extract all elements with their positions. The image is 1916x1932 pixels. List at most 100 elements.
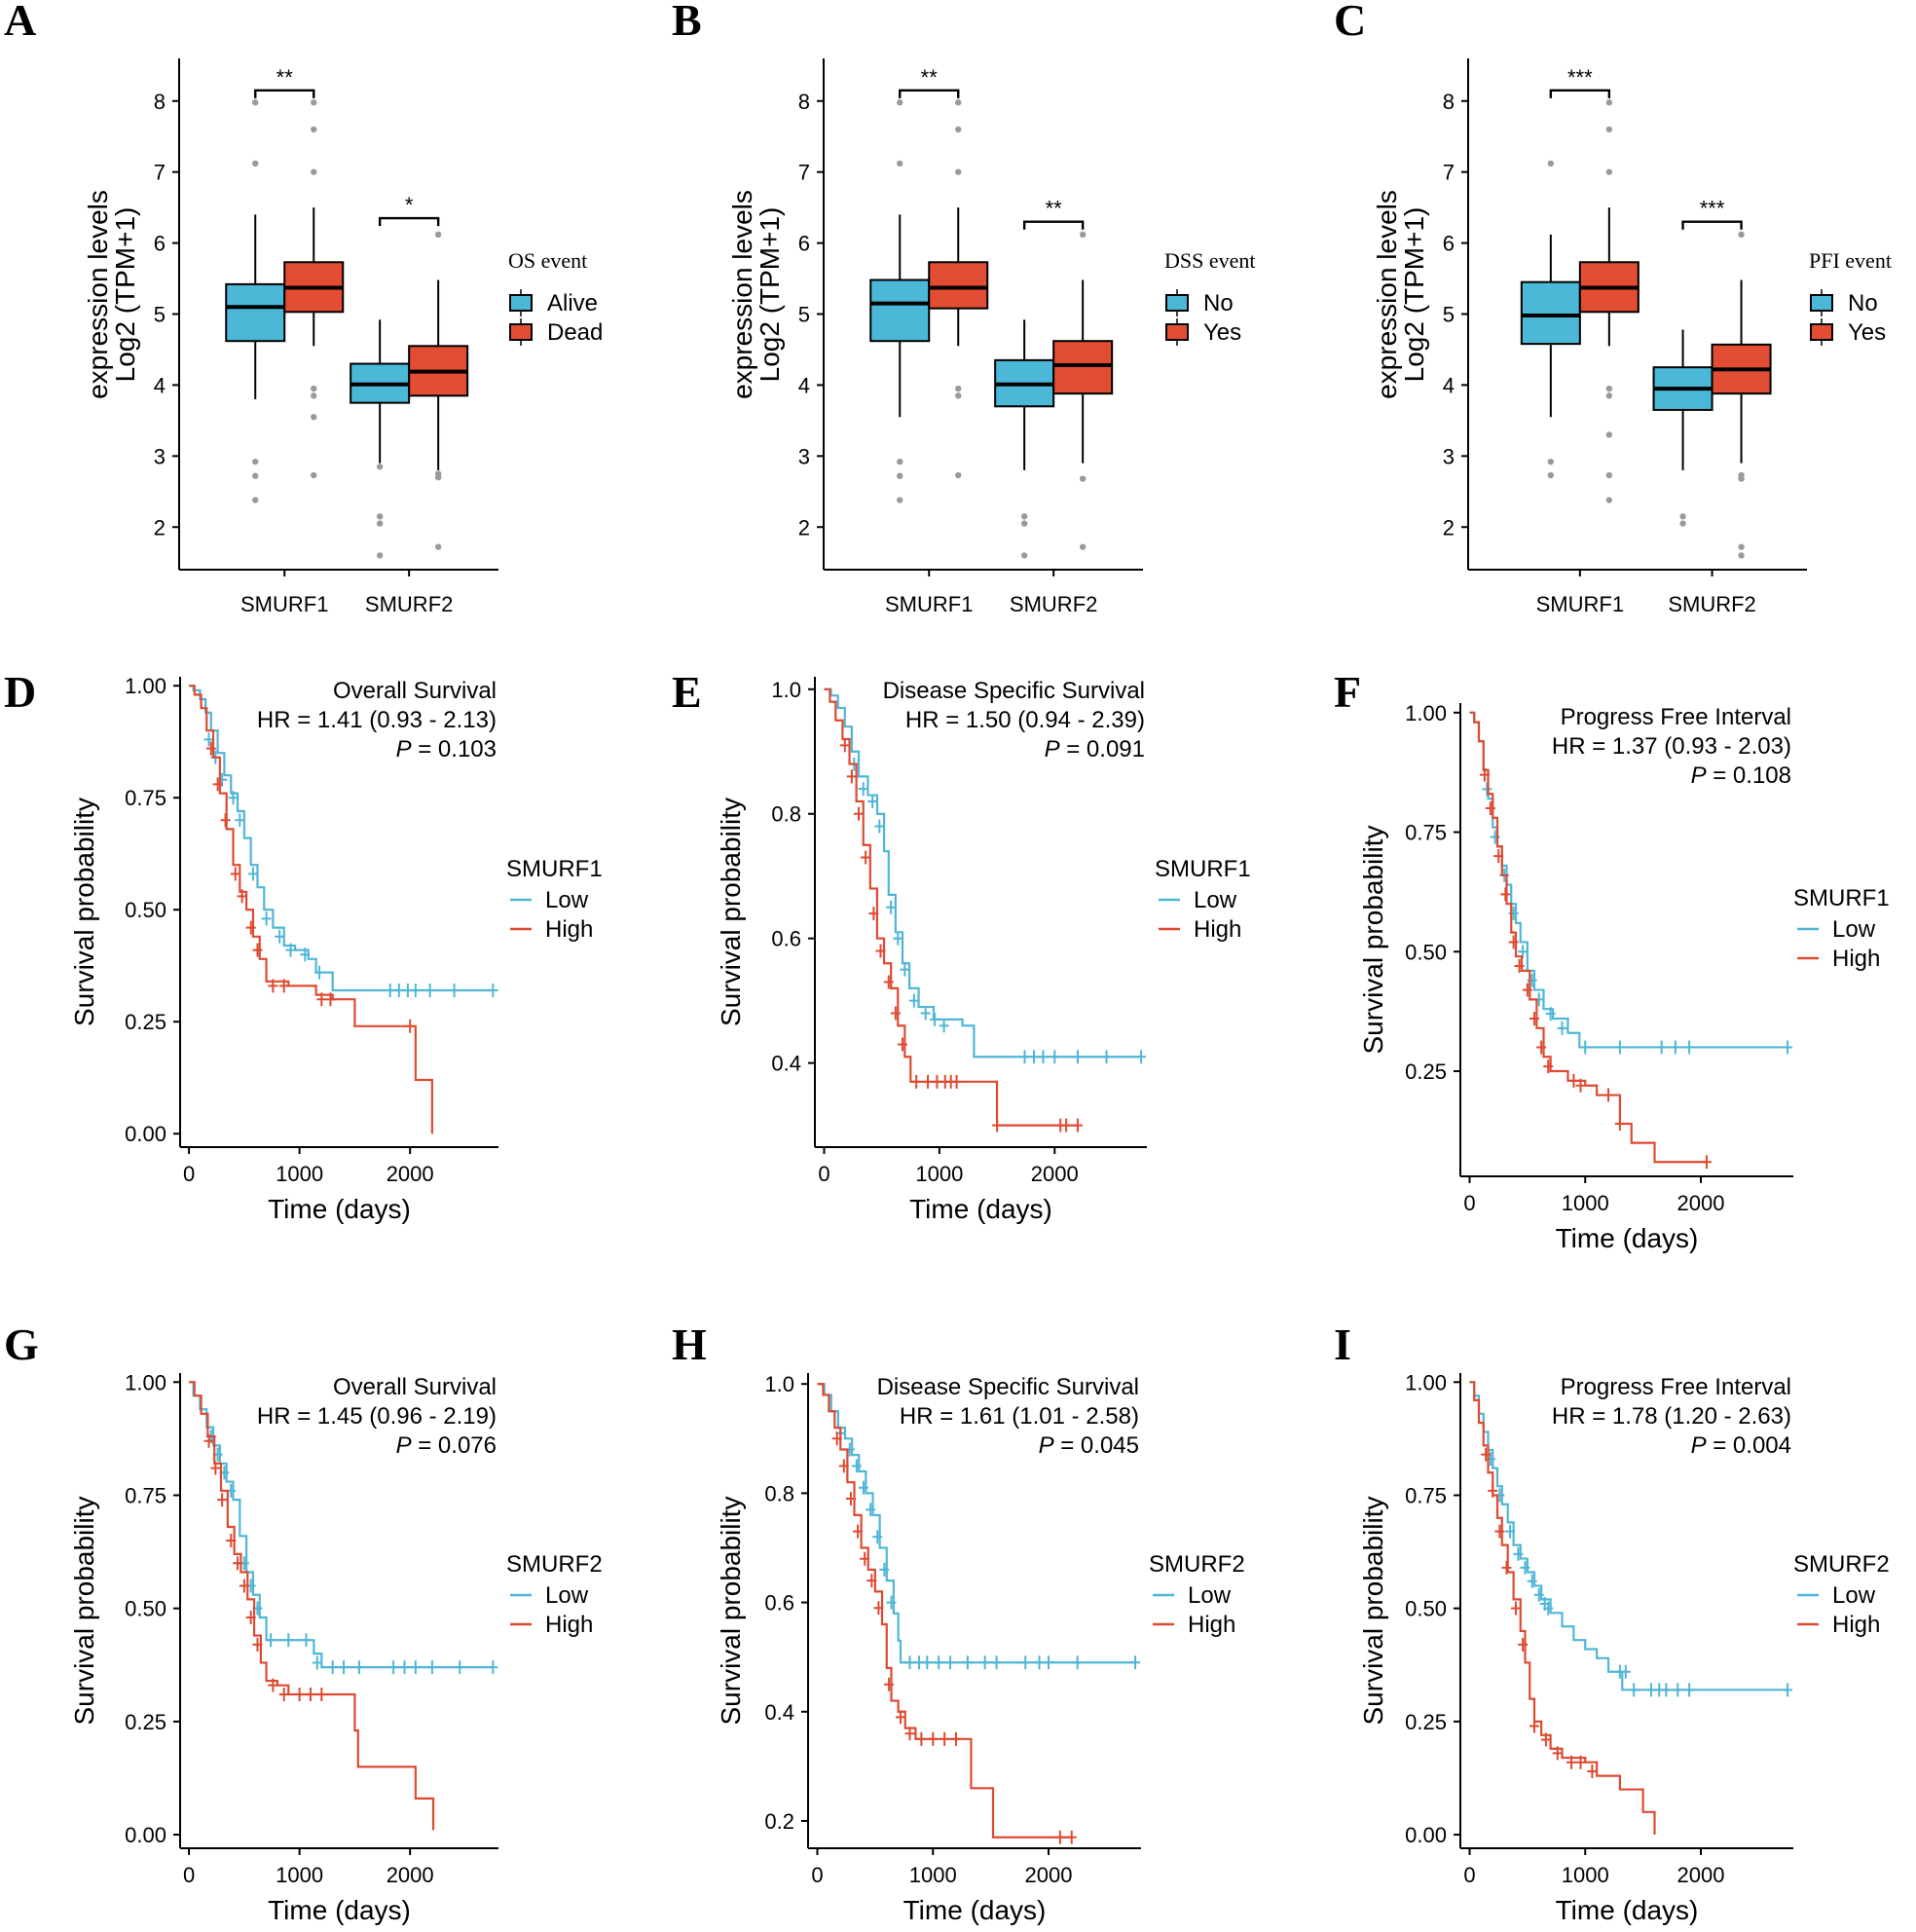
censor-mark-low: [879, 1562, 890, 1577]
censor-mark-high: [1518, 1637, 1529, 1652]
censor-mark-low: [1543, 1601, 1554, 1616]
y-tick-label: 5: [798, 303, 810, 327]
censor-mark-low: [1019, 1050, 1030, 1064]
x-tick-label: 0: [1463, 1191, 1475, 1215]
p-value: = 0.103: [412, 736, 497, 762]
censor-mark-high: [1587, 1764, 1598, 1778]
censor-mark-low: [866, 1503, 876, 1517]
panel-letter-f: F: [1334, 667, 1361, 717]
censor-mark-low: [939, 1019, 949, 1033]
box-outlier-point: [376, 520, 384, 527]
box-outlier-point: [1079, 231, 1087, 239]
censor-mark-high: [233, 1556, 243, 1571]
censor-mark-high: [838, 1459, 849, 1473]
y-tick-label: 0.75: [125, 1483, 166, 1507]
censor-mark-low: [1527, 1574, 1537, 1588]
y-tick-label: 0.00: [125, 1823, 166, 1847]
censor-mark-high: [860, 1551, 870, 1566]
y-tick-label: 1.00: [1405, 1370, 1447, 1394]
box-outlier-point: [897, 497, 903, 503]
censor-mark-low: [945, 1655, 956, 1670]
box-outlier-point: [955, 471, 962, 479]
annotation-title: Progress Free Interval: [1561, 704, 1791, 730]
censor-mark-high: [1500, 887, 1511, 902]
box-outlier-point: [1679, 513, 1686, 520]
legend-label: Low: [1832, 916, 1876, 943]
panel-i: I 0.00 0.25 0.50 0.75 1.00 0 1000 2000 Time (days…: [1334, 1319, 1890, 1925]
legend-title: SMURF2: [506, 1551, 603, 1578]
y-tick-label: 0.50: [125, 1597, 166, 1621]
y-tick-label: 1.0: [771, 678, 801, 702]
annotation-hr: HR = 1.50 (0.94 - 2.39): [905, 707, 1145, 733]
censor-mark-high: [268, 1678, 278, 1692]
censor-mark-low: [1783, 1040, 1793, 1055]
panel-letter-h: H: [672, 1319, 707, 1369]
annotation-title: Overall Survival: [333, 678, 497, 704]
x-tick-label: SMURF1: [240, 592, 328, 616]
y-axis-title: Survival probability: [1358, 826, 1388, 1055]
censor-mark-low: [314, 965, 325, 980]
censor-mark-low: [962, 1655, 973, 1670]
censor-mark-high: [1543, 1059, 1554, 1074]
annotation-p: P = 0.103: [396, 736, 497, 762]
censor-mark-high: [923, 1074, 934, 1089]
x-tick-label: SMURF2: [1668, 592, 1755, 616]
censor-mark-high: [294, 1687, 305, 1701]
y-tick-label: 3: [154, 444, 166, 468]
p-symbol: P: [1045, 736, 1060, 762]
annotation-p: P = 0.108: [1691, 762, 1791, 789]
y-tick-label: 8: [1443, 90, 1455, 114]
legend-label: High: [545, 916, 593, 943]
censor-mark-high: [1481, 1447, 1492, 1462]
significance-bracket: [378, 216, 440, 227]
y-tick-label: 0.8: [771, 802, 801, 827]
p-value: = 0.108: [1707, 762, 1791, 789]
box-outlier-point: [1605, 392, 1613, 399]
x-tick-label: SMURF1: [885, 592, 973, 616]
censor-mark-low: [488, 984, 498, 997]
x-tick-label: SMURF2: [1010, 592, 1097, 616]
km-curve-high: [1469, 1381, 1656, 1836]
censor-mark-low: [1028, 1050, 1039, 1064]
x-tick-label: 1000: [276, 1162, 323, 1186]
censor-mark-low: [934, 1655, 944, 1670]
y-tick-label: 0.25: [125, 1010, 166, 1034]
legend-title: DSS event: [1164, 248, 1256, 273]
censor-mark-low: [908, 993, 919, 1008]
box-outlier-point: [252, 458, 259, 465]
significance-bracket: [1549, 89, 1611, 98]
box-outlier-point: [434, 543, 442, 550]
censor-mark-low: [851, 1459, 862, 1473]
censor-mark-high: [884, 1677, 895, 1691]
censor-mark-low: [488, 1660, 498, 1675]
censor-mark-high: [1529, 1012, 1539, 1025]
censor-mark-high: [1479, 767, 1490, 782]
censor-mark-low: [266, 1633, 276, 1648]
legend-label: Alive: [547, 290, 598, 316]
censor-mark-high: [1701, 1155, 1712, 1170]
p-symbol: P: [1691, 762, 1707, 789]
annotation-title: Overall Survival: [333, 1374, 497, 1400]
censor-mark-low: [1050, 1050, 1060, 1064]
censor-mark-low: [1520, 1560, 1530, 1575]
censor-mark-high: [1568, 1073, 1579, 1088]
censor-mark-low: [275, 929, 285, 944]
censor-mark-low: [886, 900, 897, 914]
y-axis-title: Survival probability: [1358, 1497, 1388, 1726]
censor-mark-low: [872, 1530, 883, 1544]
annotation-hr: HR = 1.45 (0.96 - 2.19): [257, 1403, 497, 1430]
y-axis-title-line2: Log2 (TPM+1): [755, 207, 785, 383]
censor-mark-high: [928, 1731, 939, 1746]
y-tick-label: 7: [798, 161, 810, 185]
censor-mark-high: [230, 867, 240, 881]
box-outlier-point: [252, 160, 259, 167]
y-tick-label: 0.6: [764, 1591, 794, 1616]
legend-key-box: [1810, 323, 1833, 341]
x-tick-label: 1000: [1562, 1863, 1609, 1887]
censor-mark-low: [449, 984, 460, 997]
censor-mark-high: [252, 1637, 263, 1652]
box-outlier-point: [955, 392, 962, 399]
y-tick-label: 1.00: [125, 1370, 166, 1394]
p-value: = 0.004: [1707, 1432, 1791, 1459]
